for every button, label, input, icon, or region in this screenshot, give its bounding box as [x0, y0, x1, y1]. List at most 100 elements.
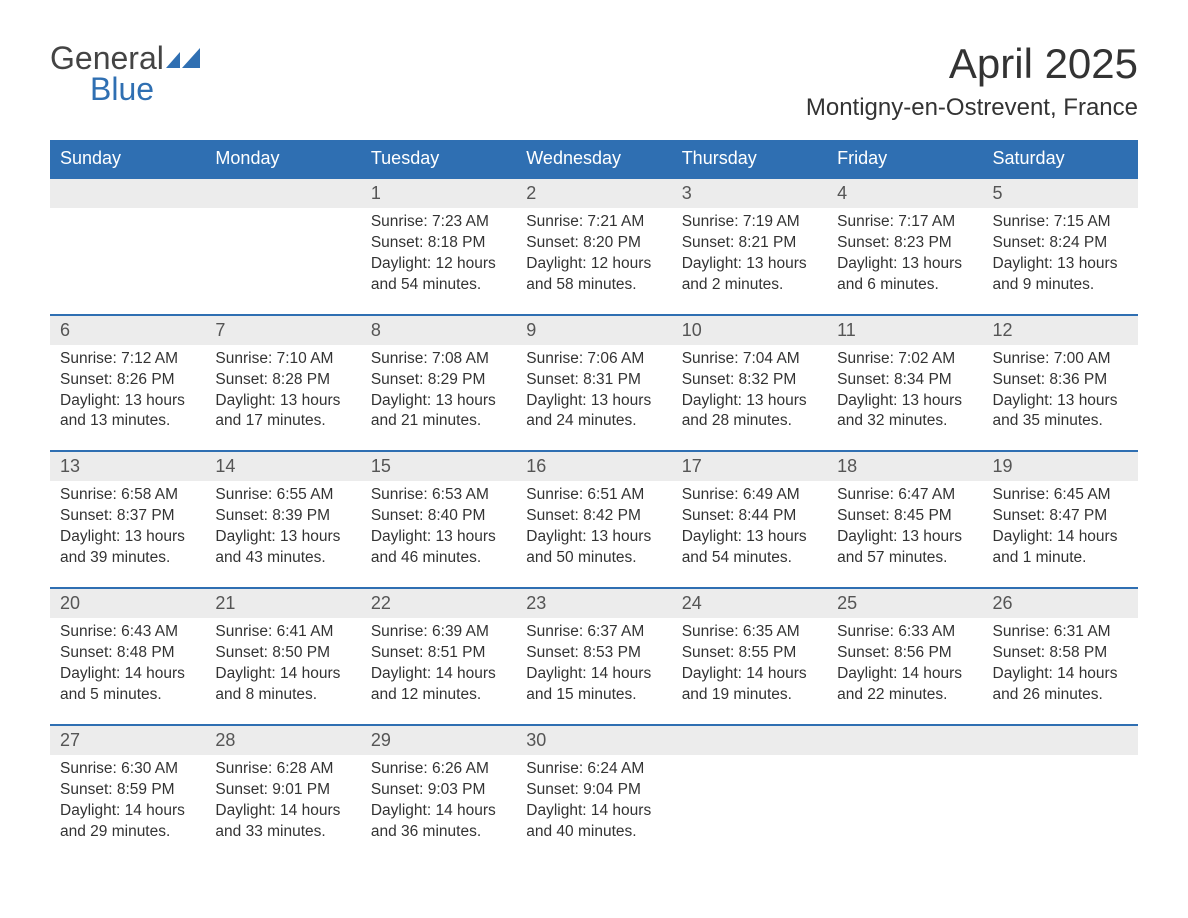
sunset-text: Sunset: 8:36 PM [993, 370, 1128, 391]
day-number: 22 [361, 589, 516, 618]
sunrise-text: Sunrise: 7:12 AM [60, 349, 195, 370]
sunrise-text: Sunrise: 6:39 AM [371, 622, 506, 643]
day-content-row: Sunrise: 6:58 AMSunset: 8:37 PMDaylight:… [50, 481, 1138, 587]
day-cell [205, 208, 360, 314]
day-number: 29 [361, 726, 516, 755]
day-cell: Sunrise: 7:02 AMSunset: 8:34 PMDaylight:… [827, 345, 982, 451]
day-number-row: 20212223242526 [50, 589, 1138, 618]
sunset-text: Sunset: 8:29 PM [371, 370, 506, 391]
day-cell: Sunrise: 6:30 AMSunset: 8:59 PMDaylight:… [50, 755, 205, 861]
day-number: 18 [827, 452, 982, 481]
daylight-text: Daylight: 13 hours and 46 minutes. [371, 527, 506, 569]
day-number [672, 726, 827, 755]
sunrise-text: Sunrise: 7:10 AM [215, 349, 350, 370]
sunrise-text: Sunrise: 7:08 AM [371, 349, 506, 370]
day-content-row: Sunrise: 6:30 AMSunset: 8:59 PMDaylight:… [50, 755, 1138, 861]
daylight-text: Daylight: 13 hours and 57 minutes. [837, 527, 972, 569]
day-number: 30 [516, 726, 671, 755]
logo: General Blue [50, 40, 200, 108]
logo-flag-icon [166, 42, 200, 76]
daylight-text: Daylight: 13 hours and 39 minutes. [60, 527, 195, 569]
daylight-text: Daylight: 13 hours and 24 minutes. [526, 391, 661, 433]
day-number: 14 [205, 452, 360, 481]
header: General Blue April 2025 Montigny-en-Ostr… [50, 40, 1138, 122]
day-number: 5 [983, 179, 1138, 208]
sunrise-text: Sunrise: 7:19 AM [682, 212, 817, 233]
day-cell: Sunrise: 6:31 AMSunset: 8:58 PMDaylight:… [983, 618, 1138, 724]
sunset-text: Sunset: 8:23 PM [837, 233, 972, 254]
daylight-text: Daylight: 13 hours and 6 minutes. [837, 254, 972, 296]
day-cell: Sunrise: 7:21 AMSunset: 8:20 PMDaylight:… [516, 208, 671, 314]
sunset-text: Sunset: 8:24 PM [993, 233, 1128, 254]
day-number: 10 [672, 316, 827, 345]
daylight-text: Daylight: 14 hours and 29 minutes. [60, 801, 195, 843]
day-cell [50, 208, 205, 314]
day-number: 21 [205, 589, 360, 618]
day-cell: Sunrise: 7:10 AMSunset: 8:28 PMDaylight:… [205, 345, 360, 451]
day-number: 4 [827, 179, 982, 208]
day-cell [983, 755, 1138, 861]
sunset-text: Sunset: 8:56 PM [837, 643, 972, 664]
day-number: 9 [516, 316, 671, 345]
day-number [50, 179, 205, 208]
day-cell: Sunrise: 7:12 AMSunset: 8:26 PMDaylight:… [50, 345, 205, 451]
page-title: April 2025 [806, 40, 1138, 88]
sunrise-text: Sunrise: 6:53 AM [371, 485, 506, 506]
daylight-text: Daylight: 13 hours and 32 minutes. [837, 391, 972, 433]
day-number: 11 [827, 316, 982, 345]
day-cell: Sunrise: 6:51 AMSunset: 8:42 PMDaylight:… [516, 481, 671, 587]
sunset-text: Sunset: 8:39 PM [215, 506, 350, 527]
title-block: April 2025 Montigny-en-Ostrevent, France [806, 40, 1138, 122]
day-cell: Sunrise: 6:24 AMSunset: 9:04 PMDaylight:… [516, 755, 671, 861]
sunrise-text: Sunrise: 6:31 AM [993, 622, 1128, 643]
day-cell: Sunrise: 7:00 AMSunset: 8:36 PMDaylight:… [983, 345, 1138, 451]
sunset-text: Sunset: 8:26 PM [60, 370, 195, 391]
daylight-text: Daylight: 14 hours and 1 minute. [993, 527, 1128, 569]
daylight-text: Daylight: 13 hours and 35 minutes. [993, 391, 1128, 433]
sunrise-text: Sunrise: 6:30 AM [60, 759, 195, 780]
sunrise-text: Sunrise: 6:43 AM [60, 622, 195, 643]
sunrise-text: Sunrise: 6:28 AM [215, 759, 350, 780]
daylight-text: Daylight: 14 hours and 19 minutes. [682, 664, 817, 706]
day-cell: Sunrise: 6:35 AMSunset: 8:55 PMDaylight:… [672, 618, 827, 724]
sunrise-text: Sunrise: 6:51 AM [526, 485, 661, 506]
sunrise-text: Sunrise: 6:24 AM [526, 759, 661, 780]
daylight-text: Daylight: 14 hours and 15 minutes. [526, 664, 661, 706]
daylight-text: Daylight: 13 hours and 54 minutes. [682, 527, 817, 569]
day-number: 16 [516, 452, 671, 481]
weekday-header-cell: Saturday [983, 140, 1138, 177]
day-number: 3 [672, 179, 827, 208]
sunrise-text: Sunrise: 6:26 AM [371, 759, 506, 780]
day-cell: Sunrise: 6:26 AMSunset: 9:03 PMDaylight:… [361, 755, 516, 861]
day-number: 2 [516, 179, 671, 208]
day-cell: Sunrise: 6:49 AMSunset: 8:44 PMDaylight:… [672, 481, 827, 587]
daylight-text: Daylight: 13 hours and 2 minutes. [682, 254, 817, 296]
sunset-text: Sunset: 8:55 PM [682, 643, 817, 664]
sunrise-text: Sunrise: 7:04 AM [682, 349, 817, 370]
day-content-row: Sunrise: 7:12 AMSunset: 8:26 PMDaylight:… [50, 345, 1138, 451]
sunset-text: Sunset: 8:34 PM [837, 370, 972, 391]
daylight-text: Daylight: 13 hours and 21 minutes. [371, 391, 506, 433]
daylight-text: Daylight: 14 hours and 40 minutes. [526, 801, 661, 843]
day-cell: Sunrise: 6:53 AMSunset: 8:40 PMDaylight:… [361, 481, 516, 587]
sunset-text: Sunset: 8:37 PM [60, 506, 195, 527]
day-number: 1 [361, 179, 516, 208]
sunset-text: Sunset: 8:31 PM [526, 370, 661, 391]
sunset-text: Sunset: 8:18 PM [371, 233, 506, 254]
weekday-header-cell: Tuesday [361, 140, 516, 177]
day-number: 26 [983, 589, 1138, 618]
day-cell [827, 755, 982, 861]
day-number-row: 13141516171819 [50, 452, 1138, 481]
day-cell: Sunrise: 6:28 AMSunset: 9:01 PMDaylight:… [205, 755, 360, 861]
daylight-text: Daylight: 13 hours and 43 minutes. [215, 527, 350, 569]
daylight-text: Daylight: 13 hours and 13 minutes. [60, 391, 195, 433]
daylight-text: Daylight: 14 hours and 33 minutes. [215, 801, 350, 843]
sunset-text: Sunset: 8:50 PM [215, 643, 350, 664]
weekday-header-cell: Sunday [50, 140, 205, 177]
weekday-header-cell: Friday [827, 140, 982, 177]
sunrise-text: Sunrise: 6:33 AM [837, 622, 972, 643]
daylight-text: Daylight: 13 hours and 28 minutes. [682, 391, 817, 433]
weekday-header-cell: Monday [205, 140, 360, 177]
sunset-text: Sunset: 8:59 PM [60, 780, 195, 801]
day-cell: Sunrise: 6:41 AMSunset: 8:50 PMDaylight:… [205, 618, 360, 724]
